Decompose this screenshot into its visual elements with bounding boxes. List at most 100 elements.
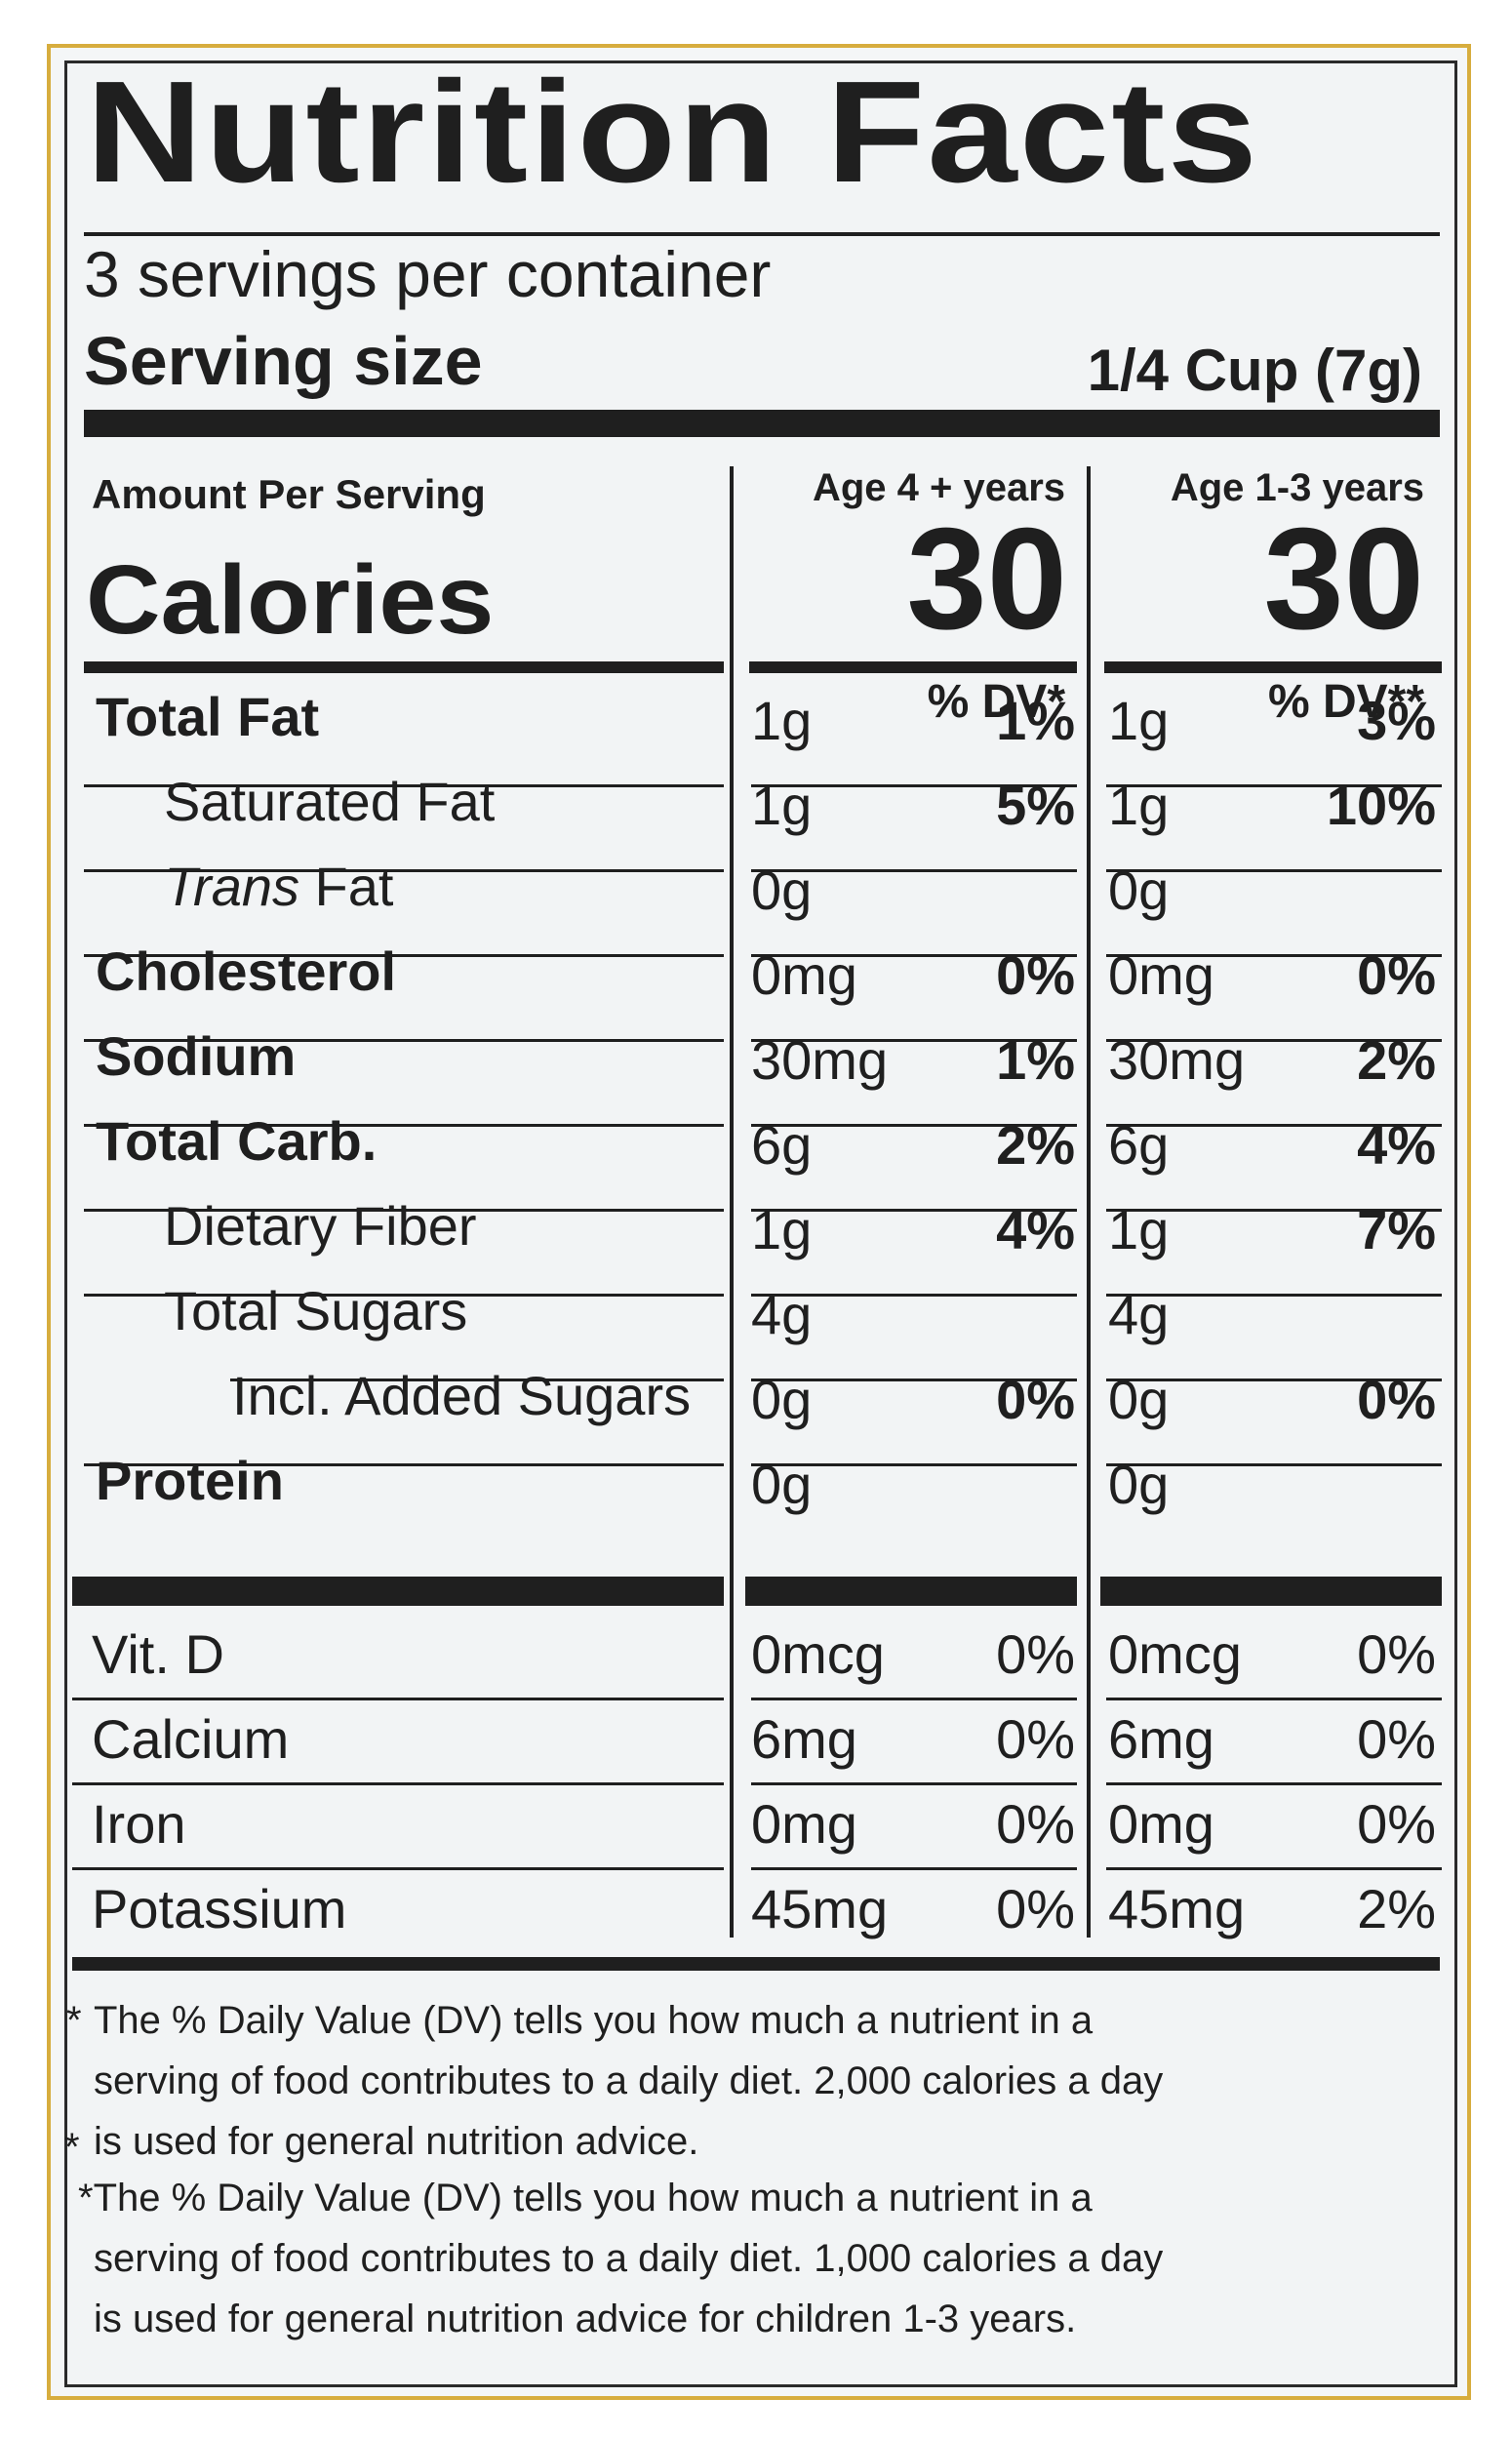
row-divider bbox=[230, 1379, 724, 1381]
dv-4-plus: 0% bbox=[996, 1878, 1075, 1939]
dv-1-3: 0% bbox=[1357, 1623, 1436, 1685]
nutrient-label-text: Cholesterol bbox=[96, 940, 397, 1002]
footnote-1-line: is used for general nutrition advice. bbox=[94, 2120, 699, 2163]
amount-1-3: 0mg bbox=[1108, 944, 1214, 1006]
footnote-1-line: serving of food contributes to a daily d… bbox=[94, 2059, 1164, 2102]
vitamin-label: Calcium bbox=[92, 1708, 290, 1770]
column-age-1-3: Age 1-3 years bbox=[1170, 466, 1424, 509]
footnote-2-line: serving of food contributes to a daily d… bbox=[94, 2237, 1164, 2280]
dv-1-3: 2% bbox=[1357, 1878, 1436, 1939]
thick-divider bbox=[84, 410, 1440, 437]
vitamin-label: Potassium bbox=[92, 1878, 347, 1939]
dv-4-plus: 0% bbox=[996, 1369, 1075, 1430]
calories-divider-right bbox=[1104, 661, 1442, 673]
dv-1-3: 4% bbox=[1357, 1114, 1436, 1176]
nutrient-label: Total Sugars bbox=[164, 1284, 467, 1339]
amount-4-plus: 0mcg bbox=[751, 1623, 885, 1685]
row-divider bbox=[1106, 1124, 1442, 1127]
row-divider bbox=[1106, 954, 1442, 957]
serving-size-value: 1/4 Cup (7g) bbox=[1087, 338, 1422, 403]
dv-1-3: 10% bbox=[1326, 775, 1436, 836]
vitamin-label: Iron bbox=[92, 1793, 186, 1855]
dv-4-plus: 5% bbox=[996, 775, 1075, 836]
row-divider bbox=[1106, 1867, 1442, 1870]
amount-1-3: 30mg bbox=[1108, 1029, 1246, 1091]
dv-4-plus: 0% bbox=[996, 944, 1075, 1006]
amount-4-plus: 1g bbox=[751, 775, 813, 836]
amount-1-3: 1g bbox=[1108, 1199, 1170, 1260]
nutrient-label: Sodium bbox=[96, 1029, 296, 1084]
row-divider bbox=[751, 1209, 1077, 1212]
calories-divider-mid bbox=[749, 661, 1077, 673]
nutrient-label-text: Dietary Fiber bbox=[164, 1195, 477, 1257]
nutrient-label: Incl. Added Sugars bbox=[232, 1369, 691, 1423]
column-separator-left bbox=[730, 466, 734, 1938]
calories-divider-left bbox=[84, 661, 724, 673]
footnote-2: *The % Daily Value (DV) tells you how mu… bbox=[78, 2168, 1163, 2349]
dv-1-3: 0% bbox=[1357, 1369, 1436, 1430]
nutrient-label: Dietary Fiber bbox=[164, 1199, 477, 1254]
row-divider bbox=[1106, 1039, 1442, 1042]
nutrient-label-text: Total Carb. bbox=[96, 1110, 378, 1172]
amount-4-plus: 6g bbox=[751, 1114, 813, 1176]
row-divider bbox=[84, 1294, 724, 1297]
amount-4-plus: 0mg bbox=[751, 1793, 857, 1855]
row-divider bbox=[751, 869, 1077, 872]
amount-1-3: 4g bbox=[1108, 1284, 1170, 1345]
amount-4-plus: 30mg bbox=[751, 1029, 889, 1091]
footnote-marker-1: * bbox=[66, 1999, 82, 2042]
amount-1-3: 0mcg bbox=[1108, 1623, 1242, 1685]
row-divider bbox=[84, 954, 724, 957]
nutrient-label-text: Total Fat bbox=[96, 686, 320, 747]
calories-value-1-3: 30 bbox=[1263, 499, 1424, 659]
row-divider bbox=[1106, 1698, 1442, 1700]
amount-1-3: 45mg bbox=[1108, 1878, 1246, 1939]
row-divider bbox=[84, 869, 724, 872]
nutrient-label-text: Protein bbox=[96, 1450, 284, 1511]
row-divider bbox=[751, 1698, 1077, 1700]
nutrient-label-text: Saturated Fat bbox=[164, 771, 496, 832]
amount-1-3: 6mg bbox=[1108, 1708, 1214, 1770]
nutrient-label-text: Incl. Added Sugars bbox=[232, 1365, 692, 1426]
dv-4-plus: 0% bbox=[996, 1708, 1075, 1770]
nutrient-label-text: Total Sugars bbox=[164, 1280, 468, 1341]
dv-1-3: 3% bbox=[1357, 690, 1436, 751]
dv-4-plus: 1% bbox=[996, 690, 1075, 751]
footnote-1: The % Daily Value (DV) tells you how muc… bbox=[94, 1990, 1163, 2172]
footnote-2-line: is used for general nutrition advice for… bbox=[94, 2298, 1077, 2340]
amount-1-3: 0g bbox=[1108, 1369, 1170, 1430]
dv-header-4-plus: % DV* bbox=[927, 676, 1065, 728]
row-divider bbox=[84, 1039, 724, 1042]
serving-size-label: Serving size bbox=[84, 323, 483, 399]
amount-4-plus: 45mg bbox=[751, 1878, 889, 1939]
amount-1-3: 6g bbox=[1108, 1114, 1170, 1176]
nutrition-facts-panel bbox=[64, 60, 1457, 2387]
footnote-marker-2: * bbox=[64, 2126, 80, 2169]
column-separator-right bbox=[1087, 466, 1091, 1938]
dv-4-plus: 4% bbox=[996, 1199, 1075, 1260]
nutrient-label: Saturated Fat bbox=[164, 775, 495, 829]
row-divider bbox=[751, 1867, 1077, 1870]
calories-value-4-plus: 30 bbox=[906, 499, 1067, 659]
dv-1-3: 7% bbox=[1357, 1199, 1436, 1260]
dv-1-3: 0% bbox=[1357, 1793, 1436, 1855]
amount-1-3: 0g bbox=[1108, 859, 1170, 921]
row-divider bbox=[72, 1782, 724, 1785]
amount-4-plus: 0mg bbox=[751, 944, 857, 1006]
amount-1-3: 1g bbox=[1108, 690, 1170, 751]
thick-divider bbox=[745, 1577, 1077, 1606]
dv-1-3: 0% bbox=[1357, 944, 1436, 1006]
row-divider bbox=[84, 1124, 724, 1127]
nutrient-label: Total Fat bbox=[96, 690, 319, 744]
row-divider bbox=[1106, 1209, 1442, 1212]
row-divider bbox=[1106, 869, 1442, 872]
amount-4-plus: 1g bbox=[751, 690, 813, 751]
amount-1-3: 0mg bbox=[1108, 1793, 1214, 1855]
row-divider bbox=[751, 1294, 1077, 1297]
row-divider bbox=[84, 784, 724, 787]
servings-per-container: 3 servings per container bbox=[84, 238, 772, 310]
row-divider bbox=[1106, 1782, 1442, 1785]
column-age-4-plus: Age 4 + years bbox=[812, 466, 1065, 509]
row-divider bbox=[751, 1782, 1077, 1785]
footnote-2-line: *The % Daily Value (DV) tells you how mu… bbox=[78, 2177, 1093, 2219]
